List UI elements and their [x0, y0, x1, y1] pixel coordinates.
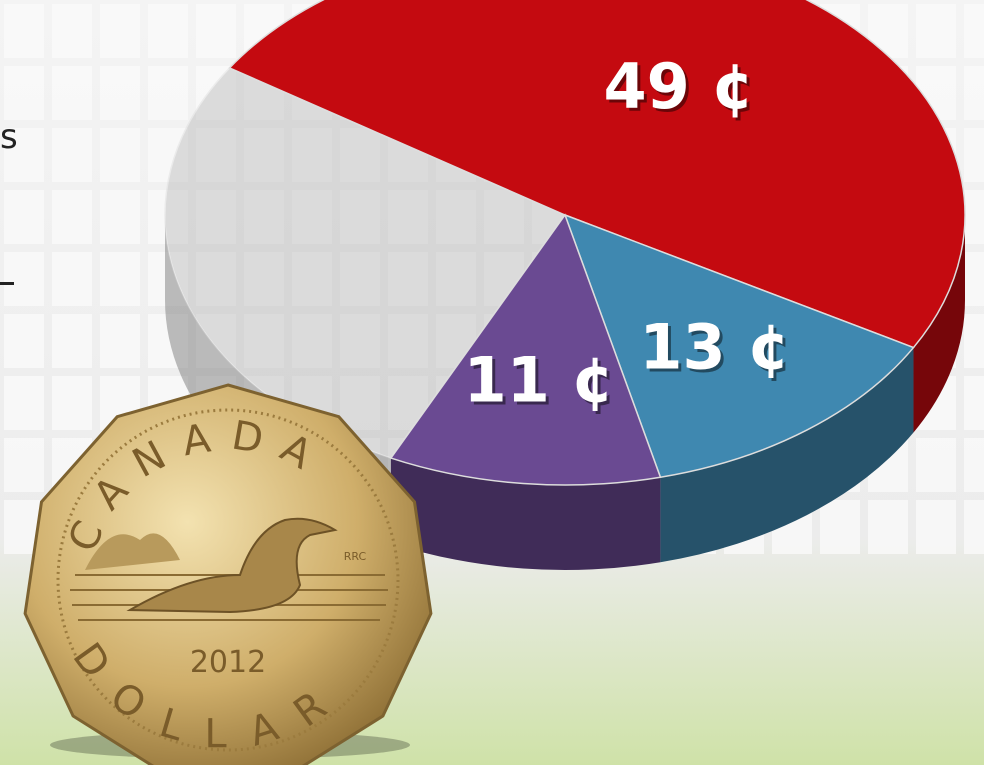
value-label-shadow: 13 ¢	[642, 313, 793, 386]
coin: CANADA DOLLAR 2012 RRC	[23, 383, 433, 765]
coin-mark: RRC	[344, 550, 367, 563]
coin-island	[85, 533, 180, 570]
coin-bead	[56, 408, 400, 752]
side-text: s	[0, 117, 18, 157]
pie-slice-side	[390, 458, 661, 570]
side-dash	[0, 282, 14, 285]
value-label: 13 ¢	[639, 310, 790, 383]
pie-slice	[228, 0, 966, 349]
value-label-shadow: 11 ¢	[467, 346, 618, 419]
pie-slice-side	[913, 215, 965, 433]
value-label: 11 ¢	[464, 343, 615, 416]
pie-slice	[563, 213, 915, 479]
coin-year: 2012	[190, 645, 266, 680]
coin-loon	[126, 517, 338, 614]
pie: 49 ¢49 ¢13 ¢13 ¢11 ¢11 ¢	[164, 0, 966, 570]
value-label: 49 ¢	[603, 50, 754, 123]
value-label-shadow: 49 ¢	[606, 53, 757, 126]
pie-slice-side	[660, 347, 914, 563]
pie-slice	[389, 213, 662, 486]
